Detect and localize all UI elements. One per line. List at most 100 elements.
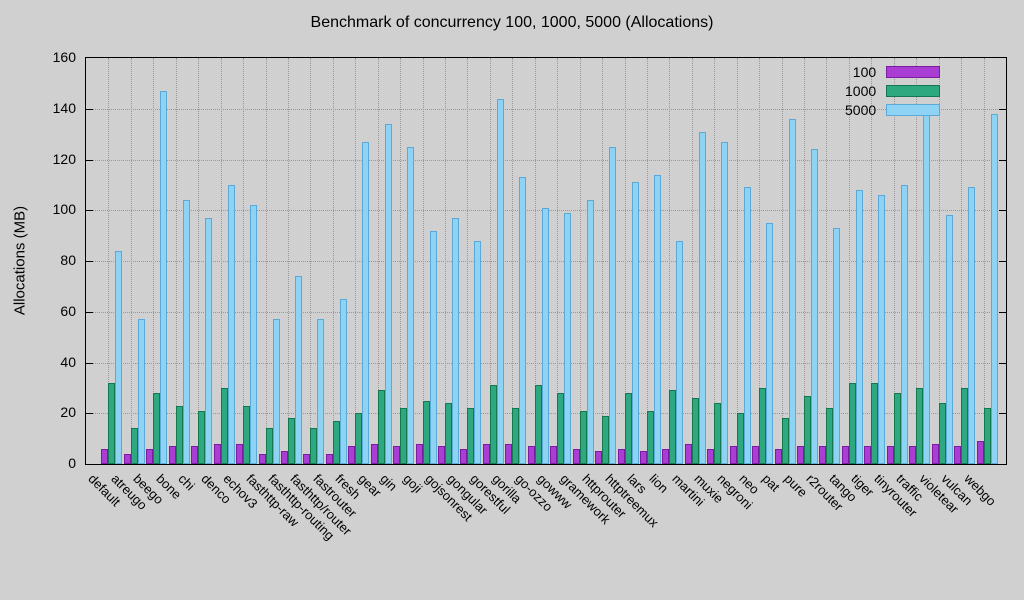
legend-swatch-100 [886,65,941,78]
legend-row-5000: 5000 [845,100,941,119]
v-gridline [153,58,155,464]
bar-5000-go-ozzo [541,207,549,464]
bar-1000-pat [781,418,789,464]
bar-100-gorilla [505,443,513,464]
bar-100-fastrouter [325,453,333,464]
bar-100-denco [213,443,221,464]
y-tick-label: 120 [52,150,76,167]
v-gridline [826,58,828,464]
bar-5000-bone [182,200,190,464]
bar-100-fasthttp-raw [258,453,266,464]
bar-5000-tiger [878,195,886,464]
v-gridline [736,58,738,464]
y-tick-mark [86,413,93,415]
x-tick-label-pure: pure [781,471,811,501]
bar-5000-goji [429,230,437,464]
v-gridline [893,58,895,464]
bar-1000-gin [400,408,408,464]
v-gridline [759,58,761,464]
bar-1000-gorilla [512,408,520,464]
bar-100-goji [415,443,423,464]
v-gridline [287,58,289,464]
x-tick-label-gear: gear [355,471,385,501]
bar-100-traffic [909,446,917,464]
legend-row-100: 100 [845,62,941,81]
y-tick-mark [999,159,1006,161]
bar-5000-gorilla [519,177,527,464]
bar-100-httptreemux [617,448,625,464]
bar-100-gin [393,446,401,464]
v-gridline [983,58,985,464]
plot-area [85,57,1007,465]
v-gridline [781,58,783,464]
bar-100-neo [752,446,760,464]
bar-5000-default [115,250,123,464]
bar-1000-gowww [557,392,565,464]
v-gridline [602,58,604,464]
bar-5000-tango [855,189,863,464]
v-gridline [646,58,648,464]
bar-1000-default [108,382,116,464]
bar-1000-tiger [871,382,879,464]
bar-5000-pat [788,118,796,464]
bar-100-gear [370,443,378,464]
bar-5000-fresh [362,141,370,464]
v-gridline [108,58,110,464]
bar-5000-violetear [945,215,953,464]
bar-100-martini [684,443,692,464]
v-gridline [377,58,379,464]
bar-100-go-ozzo [527,446,535,464]
bar-100-lion [662,448,670,464]
bar-5000-chi [205,217,213,464]
bar-1000-martini [691,398,699,464]
v-gridline [848,58,850,464]
v-gridline [332,58,334,464]
y-tick-mark [86,210,93,212]
x-tick-label-lion: lion [646,471,672,496]
y-tick-label: 140 [52,99,76,116]
bar-1000-gongular [467,408,475,464]
x-tick-label-goji: goji [399,471,425,496]
bar-100-fasthttp-routing [280,451,288,464]
bar-1000-fasthttp-raw [265,428,273,464]
y-tick-mark [999,362,1006,364]
bar-5000-r2router [833,228,841,464]
bar-1000-echov3 [243,405,251,464]
bar-5000-httptreemux [631,182,639,464]
y-tick-label: 20 [60,404,76,421]
bar-100-tango [841,446,849,464]
bar-5000-gorestful [496,98,504,464]
bar-100-fresh [348,446,356,464]
v-gridline [871,58,873,464]
bar-100-violetear [931,443,939,464]
bar-100-atreugo [123,453,131,464]
bar-100-webgo [976,441,984,464]
bar-100-beego [146,448,154,464]
y-tick-mark [86,362,93,364]
v-gridline [691,58,693,464]
bar-5000-httprouter [609,146,617,464]
v-gridline [355,58,357,464]
bar-5000-fasthttp-raw [272,319,280,464]
legend: 100 1000 5000 [845,62,941,119]
bar-1000-fresh [355,413,363,464]
bar-1000-negroni [736,413,744,464]
bar-100-gorestful [482,443,490,464]
bar-100-httprouter [595,451,603,464]
bar-100-r2router [819,446,827,464]
h-gridline [86,159,1006,161]
bar-1000-bone [175,405,183,464]
bar-1000-chi [198,410,206,464]
bar-5000-gin [407,146,415,464]
x-tick-label-pat: pat [759,471,783,495]
bar-100-gramework [572,448,580,464]
v-gridline [400,58,402,464]
bar-100-tinyrouter [886,446,894,464]
bar-100-tiger [864,446,872,464]
bar-1000-tinyrouter [893,392,901,464]
bar-1000-httprouter [602,415,610,464]
v-gridline [714,58,716,464]
bar-100-default [101,448,109,464]
bar-5000-gojsonrest [452,217,460,464]
y-tick-mark [86,311,93,313]
